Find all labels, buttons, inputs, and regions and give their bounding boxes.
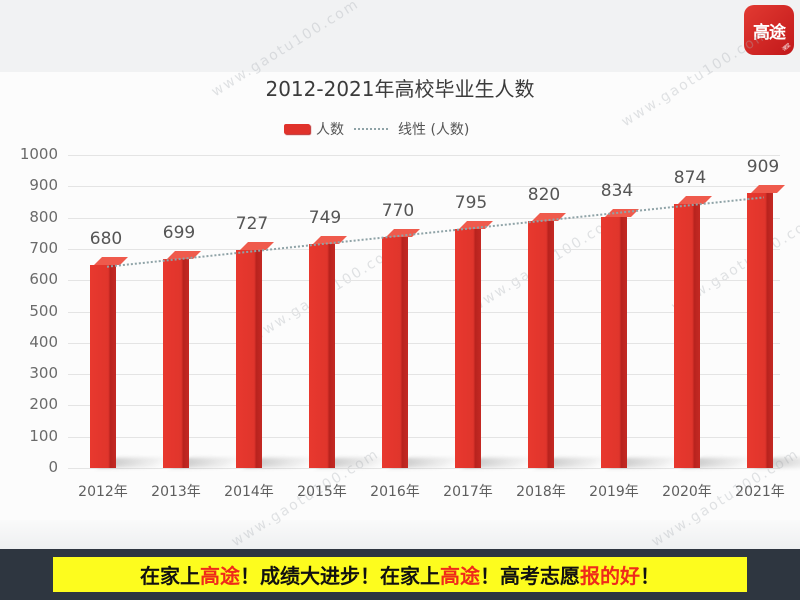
y-tick-label: 700 [29, 238, 58, 257]
slogan-highlight: 高途 [440, 564, 480, 588]
chart-legend: 人数 线性 (人数) [284, 119, 469, 139]
gridline [68, 342, 780, 344]
gridline [68, 248, 780, 250]
bar[interactable] [674, 196, 712, 468]
y-tick-label: 100 [29, 426, 58, 445]
chart-title: 2012-2021年高校毕业生人数 [265, 77, 535, 101]
y-tick-label: 300 [29, 364, 58, 383]
x-tick-label: 2021年 [735, 484, 785, 500]
bar[interactable] [601, 208, 639, 468]
bar[interactable] [163, 251, 201, 468]
x-tick-label: 2012年 [78, 484, 128, 500]
slogan-text: 在家上 [140, 564, 200, 588]
gridline [68, 436, 780, 438]
bar[interactable] [236, 242, 274, 468]
y-tick-label: 400 [29, 332, 58, 351]
data-label: 680 [89, 229, 123, 250]
bar[interactable] [455, 221, 493, 468]
gridline [68, 311, 780, 313]
gridline [68, 186, 780, 188]
legend-label-series: 人数 [316, 122, 344, 138]
x-tick-label: 2013年 [151, 484, 201, 500]
gridline [68, 468, 780, 469]
y-tick-label: 600 [29, 270, 58, 289]
data-label: 770 [381, 200, 415, 221]
x-tick-label: 2014年 [224, 484, 274, 500]
x-tick-label: 2016年 [370, 484, 420, 500]
slogan-highlight: 报的好 [580, 564, 640, 588]
y-tick-label: 1000 [19, 145, 58, 163]
gaotu-logo[interactable]: 高途 课堂 [744, 5, 794, 55]
y-tick-label: 200 [29, 395, 58, 414]
gridline [68, 405, 780, 407]
legend-label-trend: 线性 (人数) [398, 122, 470, 138]
x-tick-label: 2015年 [297, 484, 347, 500]
logo-text: 高途 [753, 22, 786, 43]
gridline [68, 217, 780, 219]
x-tick-label: 2017年 [443, 484, 493, 500]
x-tick-label: 2019年 [589, 484, 639, 500]
gridline [68, 155, 780, 156]
slogan-highlight: 高途 [200, 564, 240, 588]
data-label: 820 [527, 185, 561, 206]
promo-slogan: 在家上 高途 ！成绩大进步！在家上 高途 ！高考志愿 报的好！ [53, 557, 747, 592]
legend-trendline-swatch [354, 128, 388, 130]
x-tick-label: 2018年 [516, 484, 566, 500]
slogan-text: ！ [640, 564, 660, 588]
data-label: 749 [308, 207, 342, 228]
y-tick-label: 800 [29, 207, 58, 226]
gridline [68, 280, 780, 282]
y-tick-label: 500 [29, 301, 58, 320]
slogan-text: ！高考志愿 [480, 564, 580, 588]
data-label: 795 [454, 193, 488, 214]
gridline [68, 374, 780, 376]
x-tick-label: 2020年 [662, 484, 712, 500]
data-label: 909 [746, 157, 780, 178]
bar[interactable] [747, 185, 785, 468]
y-tick-label: 900 [29, 176, 58, 195]
y-tick-label: 0 [48, 458, 58, 476]
data-label: 699 [162, 223, 196, 244]
bar[interactable] [90, 257, 128, 468]
slogan-text: ！成绩大进步！在家上 [240, 564, 440, 588]
bar[interactable] [382, 228, 420, 468]
data-label: 834 [600, 180, 634, 201]
data-label: 727 [235, 214, 269, 235]
top-bar [0, 0, 800, 72]
bar[interactable] [528, 213, 566, 468]
bar[interactable] [309, 235, 347, 468]
data-label: 874 [673, 168, 707, 189]
slide-bottom-fade [0, 520, 800, 549]
legend-bar-swatch [284, 124, 310, 134]
